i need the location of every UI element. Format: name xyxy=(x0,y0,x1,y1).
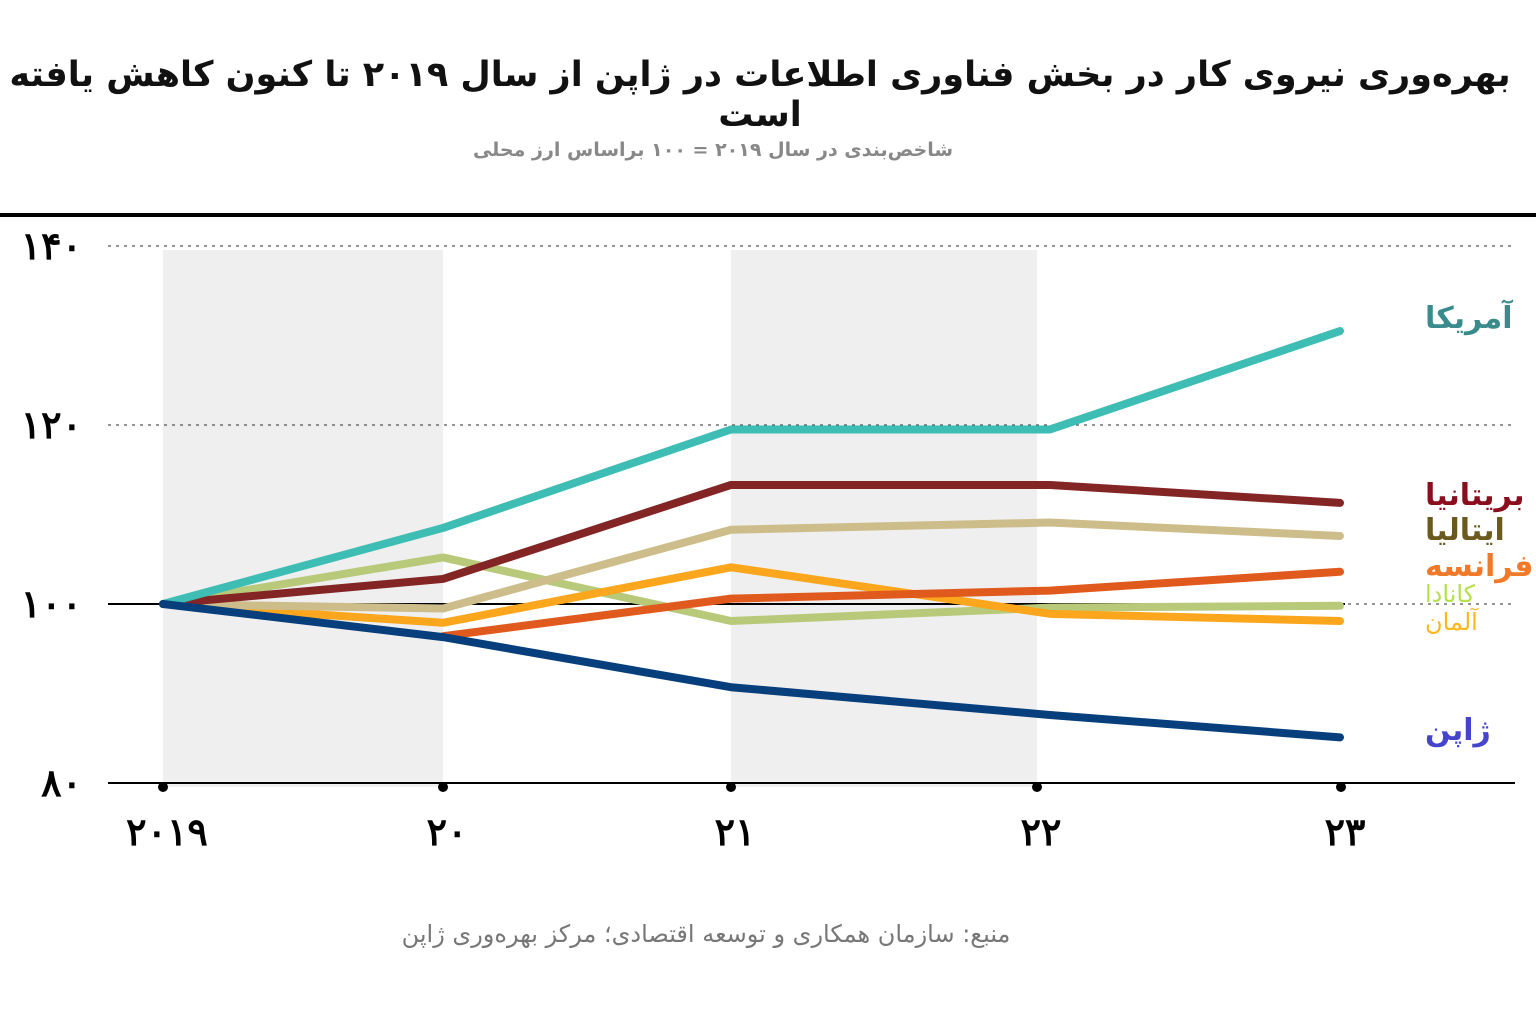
x-tick-label: ۲۰۱۹ xyxy=(126,809,208,854)
series-label: آلمان xyxy=(1425,607,1479,636)
x-tick-mark xyxy=(1336,782,1346,792)
y-tick-label: ۱۲۰ xyxy=(21,402,82,447)
x-tick-label: ۲۲ xyxy=(1021,809,1062,854)
x-tick-label: ۲۳ xyxy=(1325,809,1366,854)
shaded-band xyxy=(163,250,443,787)
x-tick-mark xyxy=(438,782,448,792)
x-tick-label: ۲۰ xyxy=(427,809,468,854)
chart-title: بهره‌وری نیروی کار در بخش فناوری اطلاعات… xyxy=(9,55,1511,135)
series-line xyxy=(439,567,1344,641)
x-tick-label: ۲۱ xyxy=(715,809,756,854)
series-line xyxy=(159,480,1344,608)
source-note: منبع: سازمان همکاری و توسعه اقتصادی؛ مرک… xyxy=(401,920,1011,948)
y-tick-label: ۱۰۰ xyxy=(21,581,82,626)
series-label: آمریکا xyxy=(1425,299,1513,336)
series-line xyxy=(159,518,1344,613)
series-label: کانادا xyxy=(1425,580,1476,608)
series-line xyxy=(159,563,1344,627)
series-label: ایتالیا xyxy=(1425,513,1505,548)
series-line xyxy=(159,553,1344,626)
chart-subtitle: شاخص‌بندی در سال ۲۰۱۹ = ۱۰۰ براساس ارز م… xyxy=(472,139,954,161)
series-label: ژاپن xyxy=(1425,713,1491,748)
x-tick-mark xyxy=(158,782,168,792)
series-line xyxy=(159,600,1344,742)
x-tick-mark xyxy=(726,782,736,792)
series-line xyxy=(159,327,1344,608)
y-tick-label: ۸۰ xyxy=(41,760,82,805)
x-tick-mark xyxy=(1032,782,1042,792)
series-label: بریتانیا xyxy=(1425,478,1524,513)
header-divider xyxy=(0,213,1536,217)
y-tick-label: ۱۴۰ xyxy=(21,223,82,268)
series-label: فرانسه xyxy=(1425,549,1534,584)
